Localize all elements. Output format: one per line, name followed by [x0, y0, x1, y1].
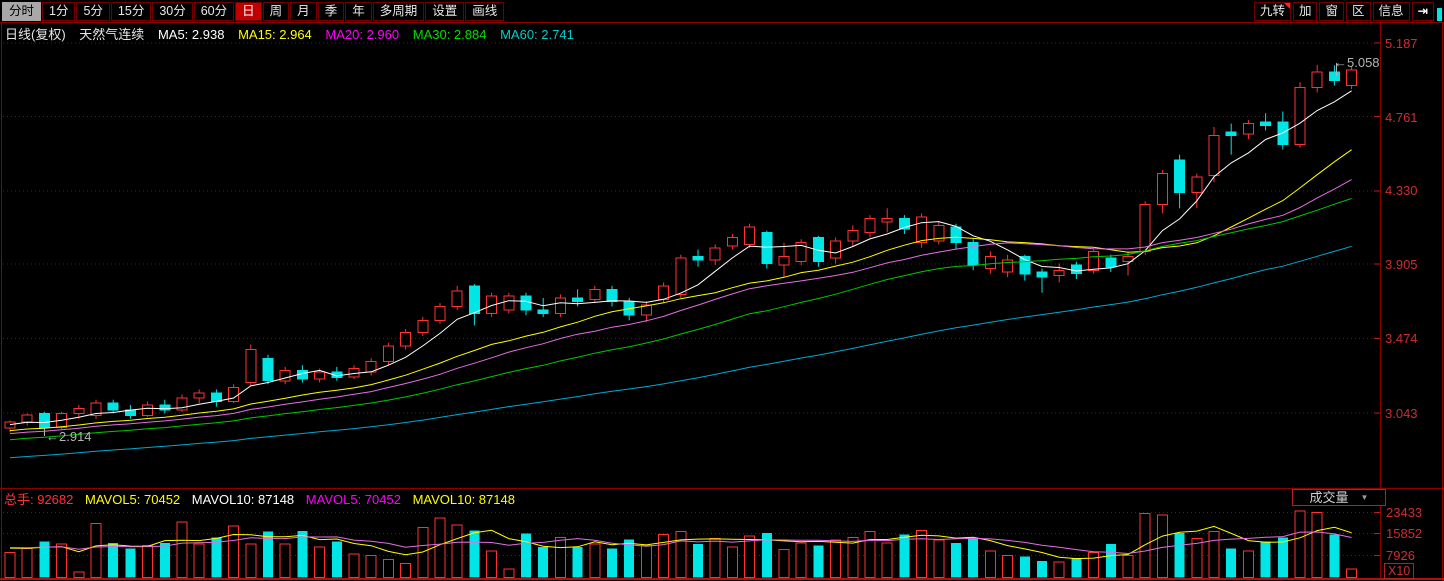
ma20-readout: MA20: 2.960 [325, 27, 400, 42]
ma15-readout: MA15: 2.964 [238, 27, 312, 42]
period-label: 日线(复权) [5, 27, 66, 42]
price-axis-label: 3.474 [1385, 331, 1418, 346]
chevron-down-icon: ▼ [1360, 493, 1369, 502]
volume-axis-multiplier: X10 [1384, 563, 1415, 579]
new-feature-badge [1283, 2, 1290, 9]
info-button[interactable]: 信息 [1372, 1, 1410, 21]
tab-draw-line[interactable]: 画线 [465, 1, 505, 21]
toolbar-right-group: 九转 加 窗 区 信息 ⇥ [1252, 0, 1434, 22]
ma30-readout: MA30: 2.884 [412, 27, 487, 42]
toolbar: 分时 1分 5分 15分 30分 60分 日 周 月 季 年 多周期 设置 画线… [0, 0, 1444, 22]
total-volume-readout: 总手: 92682 [4, 492, 74, 507]
ma5-readout: MA5: 2.938 [157, 27, 225, 42]
tab-yearly[interactable]: 年 [345, 1, 372, 21]
window-edge-marker [1437, 8, 1442, 21]
collapse-arrow-icon[interactable]: ⇥ [1411, 1, 1434, 21]
tab-monthly[interactable]: 月 [290, 1, 317, 21]
instrument-name: 天然气连续 [79, 27, 145, 42]
mavol10-readout: MAVOL10: 87148 [191, 492, 295, 507]
mavol10-readout-2: MAVOL10: 87148 [412, 492, 515, 507]
mavol5-readout-2: MAVOL5: 70452 [305, 492, 401, 507]
price-axis-label: 4.330 [1385, 183, 1418, 198]
volume-indicator-label: 成交量 [1309, 490, 1349, 505]
window-button[interactable]: 窗 [1319, 1, 1344, 21]
tab-weekly[interactable]: 周 [262, 1, 290, 21]
chart-header: 日线(复权) 天然气连续 MA5: 2.938 MA15: 2.964 MA20… [5, 24, 584, 43]
tab-quarterly[interactable]: 季 [317, 1, 345, 21]
volume-axis-label: 23433 [1386, 505, 1423, 520]
tab-minute-trend[interactable]: 分时 [2, 1, 42, 21]
tab-30min[interactable]: 30分 [152, 1, 193, 21]
mavol5-readout: MAVOL5: 70452 [85, 492, 181, 507]
low-price-annotation: ←2.914 [46, 429, 92, 444]
tab-1min[interactable]: 1分 [42, 1, 76, 21]
tab-settings[interactable]: 设置 [425, 1, 465, 21]
volume-axis-label: 15852 [1386, 526, 1423, 541]
tab-5min[interactable]: 5分 [76, 1, 110, 21]
price-axis-label: 3.905 [1385, 257, 1418, 272]
tab-60min[interactable]: 60分 [193, 1, 235, 21]
tab-daily[interactable]: 日 [235, 1, 262, 21]
ma60-readout: MA60: 2.741 [500, 27, 574, 42]
volume-axis-label: 7926 [1386, 548, 1415, 563]
add-button[interactable]: 加 [1292, 1, 1318, 21]
price-axis-label: 4.761 [1385, 110, 1418, 125]
price-axis-label: 3.043 [1385, 406, 1418, 421]
tab-multi-period[interactable]: 多周期 [372, 1, 425, 21]
volume-header: 总手: 92682 MAVOL5: 70452 MAVOL10: 87148 M… [4, 489, 523, 508]
nine-turn-button[interactable]: 九转 [1253, 1, 1291, 21]
tab-15min[interactable]: 15分 [110, 1, 152, 21]
volume-indicator-dropdown[interactable]: 成交量 ▼ [1292, 489, 1386, 506]
period-tabs: 分时 1分 5分 15分 30分 60分 日 周 月 季 年 多周期 设置 画线 [2, 1, 505, 21]
zone-button[interactable]: 区 [1345, 1, 1371, 21]
high-price-annotation: ←5.058 [1334, 55, 1380, 70]
price-axis-label: 5.187 [1385, 36, 1418, 51]
